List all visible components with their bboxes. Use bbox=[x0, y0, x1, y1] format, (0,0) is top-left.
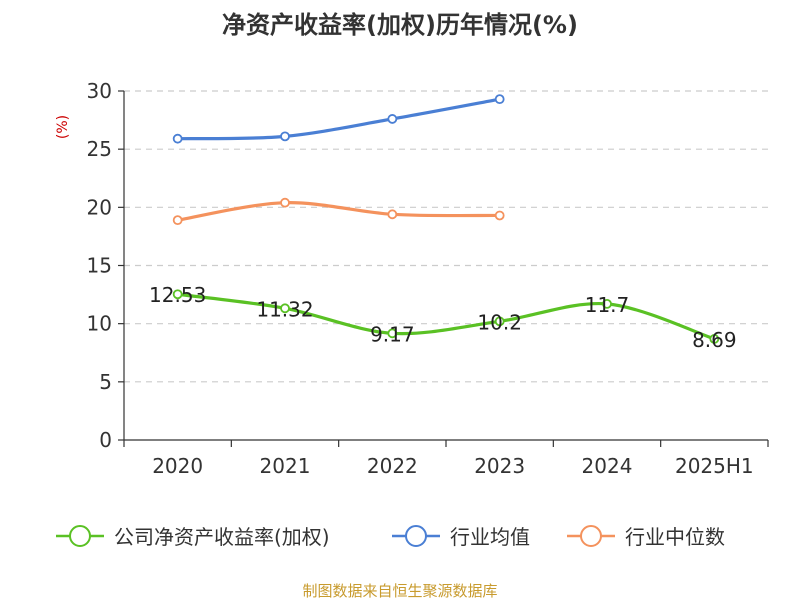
data-label: 9.17 bbox=[370, 322, 415, 346]
legend-marker bbox=[69, 525, 91, 547]
y-tick-label: 30 bbox=[87, 79, 112, 103]
data-label: 8.69 bbox=[692, 328, 737, 352]
x-tick-label: 2020 bbox=[152, 454, 203, 478]
data-point bbox=[602, 298, 612, 309]
data-point bbox=[387, 328, 398, 339]
gridlines bbox=[124, 90, 768, 383]
x-tick-label: 2025H1 bbox=[675, 454, 754, 478]
data-labels: 12.53 11.32 9.17 10.2 11.7 8.69 bbox=[149, 283, 737, 352]
y-tick-label: 20 bbox=[87, 195, 112, 219]
y-tick-label: 25 bbox=[87, 137, 112, 161]
axes: 0 5 10 15 20 25 30 2020 2021 2022 2023 2024 2025H1 bbox=[87, 79, 769, 478]
legend-label: 公司净资产收益率(加权) bbox=[114, 525, 330, 549]
data-point bbox=[280, 197, 290, 208]
series-line-2 bbox=[176, 201, 502, 222]
series-line-1 bbox=[176, 97, 502, 141]
data-point bbox=[387, 114, 398, 124]
legend-marker bbox=[580, 525, 602, 547]
data-point bbox=[709, 334, 720, 344]
data-point bbox=[172, 289, 183, 300]
data-point bbox=[387, 209, 398, 220]
data-point bbox=[172, 215, 183, 226]
legend-label: 行业均值 bbox=[450, 525, 530, 549]
y-tick-label: 0 bbox=[99, 428, 112, 452]
x-tick-label: 2024 bbox=[582, 454, 633, 478]
source-note: 制图数据来自恒生聚源数据库 bbox=[302, 582, 497, 600]
data-label: 11.7 bbox=[585, 293, 630, 317]
data-point bbox=[494, 316, 505, 327]
x-tick-label: 2021 bbox=[260, 454, 311, 478]
data-label: 11.32 bbox=[256, 297, 313, 321]
data-point bbox=[280, 131, 290, 142]
legend: 公司净资产收益率(加权) 行业均值 行业中位数 bbox=[56, 525, 725, 549]
data-label: 10.2 bbox=[477, 310, 522, 334]
chart-title: 净资产收益率(加权)历年情况(%) bbox=[222, 11, 578, 39]
data-point bbox=[172, 133, 183, 144]
y-tick-label: 15 bbox=[87, 254, 112, 278]
data-point bbox=[280, 303, 290, 314]
y-axis-unit-label: (%) bbox=[55, 115, 71, 139]
data-point bbox=[494, 210, 505, 221]
y-tick-label: 10 bbox=[87, 312, 112, 336]
y-tick-label: 5 bbox=[99, 370, 112, 394]
data-point bbox=[494, 94, 505, 105]
data-label: 12.53 bbox=[149, 283, 206, 307]
series-lines bbox=[172, 94, 720, 344]
x-tick-label: 2023 bbox=[474, 454, 525, 478]
legend-label: 行业中位数 bbox=[625, 525, 725, 549]
x-tick-label: 2022 bbox=[367, 454, 418, 478]
series-line-0 bbox=[176, 292, 716, 341]
legend-marker bbox=[405, 525, 427, 547]
